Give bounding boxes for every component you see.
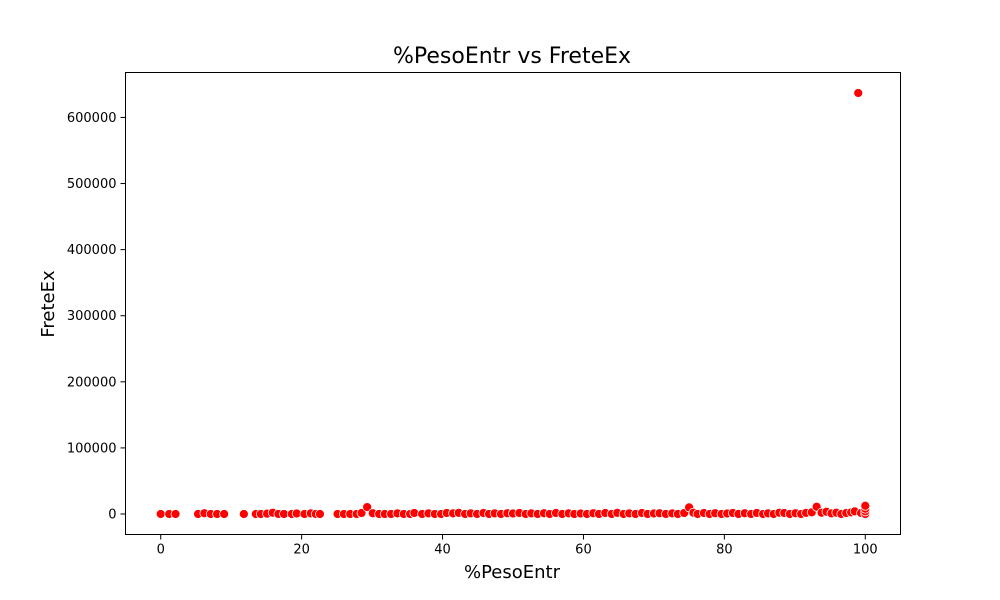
x-axis-label: %PesoEntr xyxy=(464,562,561,583)
x-axis: 0 20 40 60 80 100 xyxy=(157,534,878,558)
x-tick-label: 80 xyxy=(716,543,733,558)
y-tick-label: 400000 xyxy=(67,243,117,258)
data-point xyxy=(219,509,230,519)
data-point xyxy=(362,502,373,512)
x-tick-label: 40 xyxy=(434,543,451,558)
y-tick-label: 100000 xyxy=(67,441,117,456)
y-tick-label: 0 xyxy=(108,508,116,523)
y-tick-label: 200000 xyxy=(67,375,117,390)
data-point xyxy=(155,509,166,519)
y-axis-label: FreteEx xyxy=(38,270,59,338)
data-point xyxy=(315,509,325,519)
chart-title: %PesoEntr vs FreteEx xyxy=(393,44,631,69)
data-points xyxy=(155,88,871,519)
y-tick-label: 500000 xyxy=(67,177,117,192)
x-tick-label: 0 xyxy=(157,543,165,558)
data-point xyxy=(238,509,249,519)
data-point xyxy=(170,509,181,519)
x-tick-label: 20 xyxy=(293,543,310,558)
x-tick-label: 100 xyxy=(853,543,878,558)
y-axis: 0 100000 200000 300000 400000 500000 600000 xyxy=(67,111,126,523)
y-tick-label: 300000 xyxy=(67,309,117,324)
data-point xyxy=(860,500,871,511)
data-point xyxy=(853,88,864,98)
x-tick-label: 60 xyxy=(575,543,592,558)
y-tick-label: 600000 xyxy=(67,111,117,126)
data-point xyxy=(356,508,367,518)
plot-area-frame xyxy=(125,72,901,535)
